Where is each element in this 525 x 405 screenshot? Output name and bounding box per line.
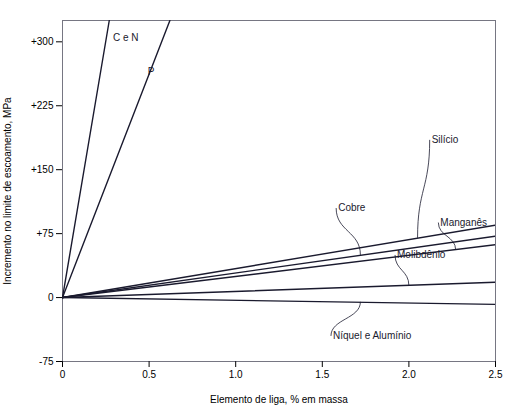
svg-text:+225: +225 [31, 100, 54, 111]
svg-text:1.0: 1.0 [229, 369, 243, 380]
svg-text:0.5: 0.5 [142, 369, 156, 380]
svg-text:Incremento no limite de escoam: Incremento no limite de escoamento, MPa [2, 97, 13, 285]
svg-text:2.0: 2.0 [402, 369, 416, 380]
svg-text:P: P [148, 66, 155, 77]
svg-text:Cobre: Cobre [338, 202, 366, 213]
svg-text:0: 0 [48, 292, 54, 303]
svg-text:2.5: 2.5 [489, 369, 503, 380]
svg-text:+75: +75 [37, 228, 54, 239]
svg-text:+150: +150 [31, 164, 54, 175]
svg-text:0: 0 [60, 369, 66, 380]
svg-text:+300: +300 [31, 36, 54, 47]
svg-text:1.5: 1.5 [315, 369, 329, 380]
svg-text:Molibdênio: Molibdênio [397, 249, 446, 260]
svg-text:C e N: C e N [113, 32, 139, 43]
svg-text:Manganês: Manganês [440, 217, 487, 228]
svg-text:Elemento de liga, % em massa: Elemento de liga, % em massa [210, 394, 348, 405]
svg-text:-75: -75 [39, 356, 54, 367]
svg-text:Silício: Silício [432, 134, 459, 145]
svg-text:Níquel e Alumínio: Níquel e Alumínio [333, 330, 412, 341]
